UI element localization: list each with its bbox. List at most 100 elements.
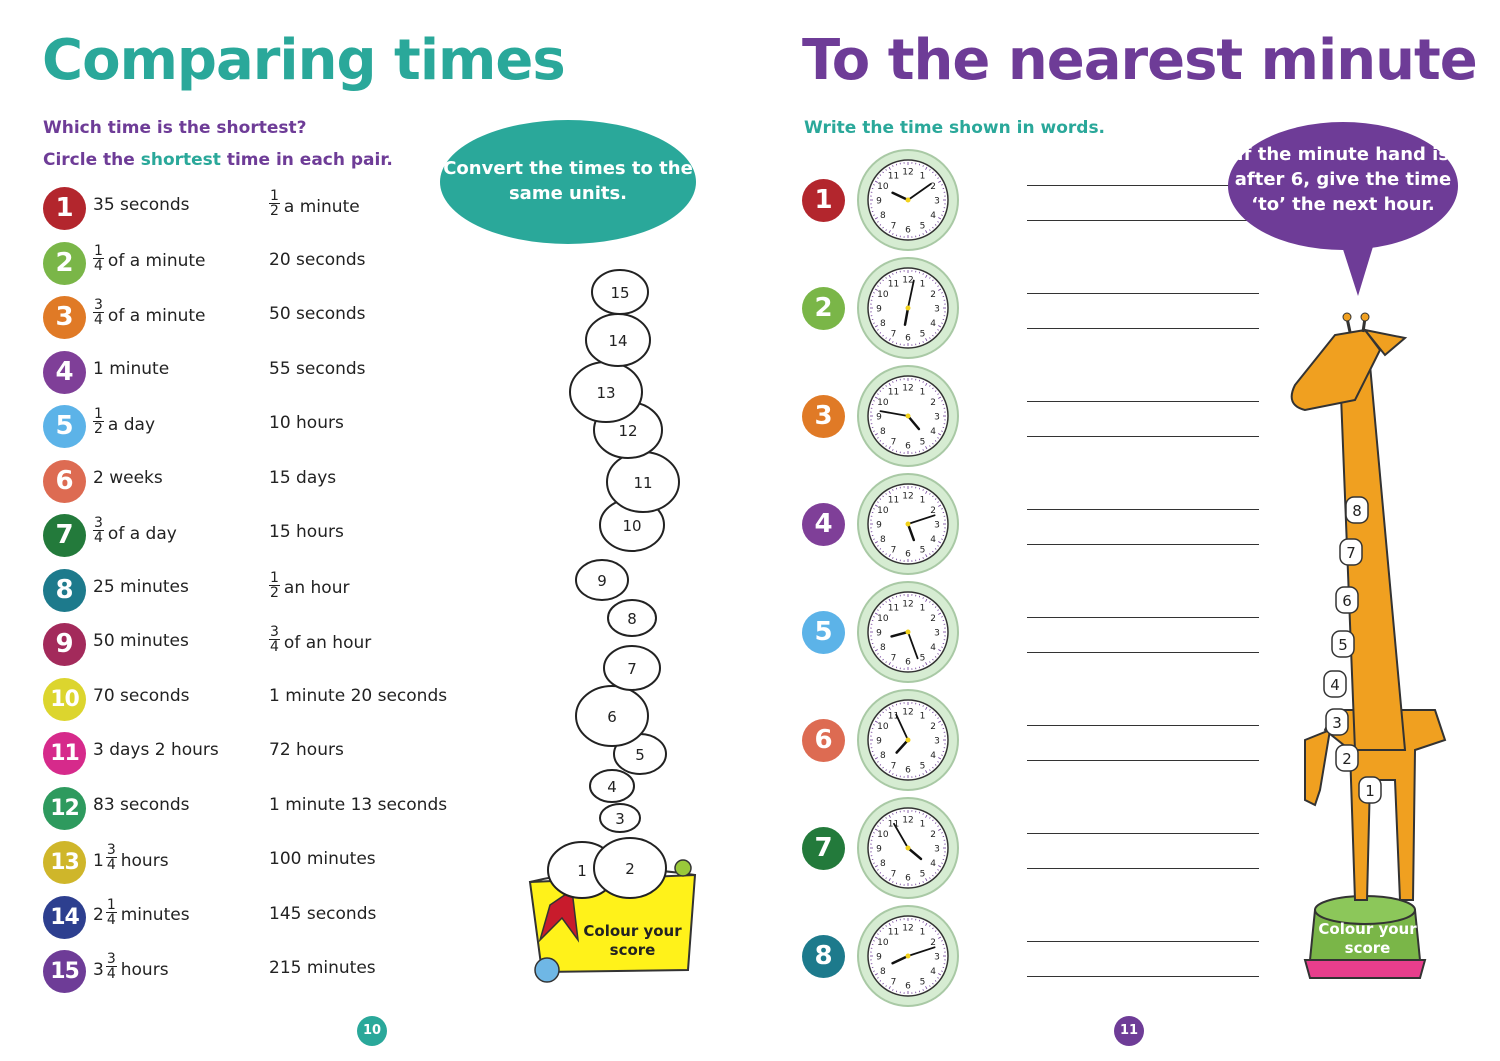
- question-number: 8: [802, 935, 845, 978]
- time-option-b[interactable]: 10 hours: [269, 413, 344, 433]
- time-option-a[interactable]: 3 days 2 hours: [93, 740, 219, 760]
- time-option-a[interactable]: 3 4 of a minute: [93, 298, 206, 327]
- time-option-b[interactable]: 1 2 an hour: [269, 571, 349, 600]
- clock-numeral: 11: [888, 603, 899, 613]
- time-option-b[interactable]: 145 seconds: [269, 904, 376, 924]
- time-text: 1 minute: [93, 358, 170, 379]
- giraffe-score-spot[interactable]: [1335, 586, 1359, 614]
- time-option-a[interactable]: 3 4 of a day: [93, 516, 177, 545]
- fruit-score-shape[interactable]: [593, 837, 667, 899]
- time-option-a[interactable]: 35 seconds: [93, 195, 190, 215]
- answer-line[interactable]: [1027, 833, 1259, 834]
- fruit-score-shape[interactable]: [607, 599, 657, 637]
- answer-line[interactable]: [1027, 220, 1259, 221]
- giraffe-score-spot[interactable]: [1358, 776, 1382, 804]
- time-option-b[interactable]: 1 minute 20 seconds: [269, 686, 447, 706]
- fruit-score-shape[interactable]: [603, 645, 661, 691]
- clock-numeral: 1: [920, 279, 926, 289]
- clock-numeral: 3: [934, 521, 940, 531]
- answer-line[interactable]: [1027, 941, 1259, 942]
- time-option-a[interactable]: 2 weeks: [93, 468, 163, 488]
- clock-numeral: 6: [905, 226, 911, 236]
- time-option-a[interactable]: 2 1 4 minutes: [93, 898, 190, 927]
- clock-numeral: 5: [920, 546, 926, 556]
- time-option-a[interactable]: 3 3 4 hours: [93, 952, 169, 981]
- time-option-a[interactable]: 83 seconds: [93, 795, 190, 815]
- giraffe-score-spot[interactable]: [1323, 670, 1347, 698]
- pair-row: 7 3 4 of a day 15 hours: [43, 514, 463, 558]
- answer-line[interactable]: [1027, 401, 1259, 402]
- time-text: of a minute: [107, 305, 206, 326]
- clock-row: 2 12 1 2 3 4 5 6 7 8 9 10 11: [802, 256, 1259, 360]
- answer-line[interactable]: [1027, 185, 1259, 186]
- answer-line[interactable]: [1027, 868, 1259, 869]
- time-option-a[interactable]: 1 3 4 hours: [93, 843, 169, 873]
- fruit-score-number: 15: [610, 284, 629, 302]
- giraffe-score-number: 5: [1338, 636, 1348, 654]
- clock-row: 7121234567891011: [802, 796, 1259, 900]
- clock-numeral: 1: [920, 603, 926, 613]
- time-option-a[interactable]: 50 minutes: [93, 631, 189, 651]
- score-label: Colour your score: [583, 922, 682, 959]
- clock-numeral: 10: [877, 398, 889, 408]
- giraffe-score-spot[interactable]: [1345, 496, 1369, 524]
- answer-line[interactable]: [1027, 436, 1259, 437]
- fruit-score-shape[interactable]: [591, 269, 649, 315]
- time-option-a[interactable]: 1 4 of a minute: [93, 244, 206, 273]
- clock-numeral: 3: [934, 737, 940, 747]
- giraffe-score-spot[interactable]: [1335, 744, 1359, 772]
- answer-line[interactable]: [1027, 760, 1259, 761]
- fruit-score-shape[interactable]: [575, 685, 649, 747]
- answer-line[interactable]: [1027, 652, 1259, 653]
- clock-centre: [905, 953, 911, 959]
- giraffe-score-spot[interactable]: [1339, 538, 1363, 566]
- time-option-b[interactable]: 20 seconds: [269, 250, 366, 270]
- time-text: 15 hours: [269, 522, 344, 542]
- giraffe-score-spot[interactable]: [1325, 708, 1349, 736]
- fraction-denominator: 4: [106, 857, 116, 873]
- time-option-a[interactable]: 1 minute: [93, 359, 169, 379]
- answer-line[interactable]: [1027, 293, 1259, 294]
- answer-line[interactable]: [1027, 328, 1259, 329]
- fruit-score-shape[interactable]: [599, 803, 641, 833]
- answer-line[interactable]: [1027, 544, 1259, 545]
- time-option-b[interactable]: 100 minutes: [269, 849, 376, 869]
- time-option-b[interactable]: 1 minute 13 seconds: [269, 795, 447, 815]
- time-option-b[interactable]: 50 seconds: [269, 304, 366, 324]
- time-option-a[interactable]: 25 minutes: [93, 577, 189, 597]
- fruit-score-shape[interactable]: [575, 559, 629, 601]
- answer-line[interactable]: [1027, 509, 1259, 510]
- time-text: 145 seconds: [269, 903, 377, 924]
- time-option-b[interactable]: 15 days: [269, 468, 336, 488]
- clock-row: 4 12 1 2 3 4 5 6 7 8 9 10 11: [802, 472, 1259, 576]
- hour-hand: [891, 954, 910, 965]
- giraffe-score-spot[interactable]: [1331, 630, 1355, 658]
- time-option-b[interactable]: 72 hours: [269, 740, 344, 760]
- time-option-a[interactable]: 70 seconds: [93, 686, 190, 706]
- instruction-circle: Circle the shortest time in each pair.: [43, 150, 393, 170]
- clock-numeral: 12: [902, 168, 913, 178]
- answer-line[interactable]: [1027, 976, 1259, 977]
- time-text: 3 days 2 hours: [93, 740, 219, 760]
- clock-numeral: 4: [930, 427, 936, 437]
- time-option-b[interactable]: 55 seconds: [269, 359, 366, 379]
- clock-numeral: 2: [930, 614, 936, 624]
- page-title: To the nearest minute: [802, 28, 1478, 93]
- instruction: Write the time shown in words.: [804, 118, 1106, 138]
- answer-line[interactable]: [1027, 617, 1259, 618]
- fraction-numerator: 1: [93, 406, 104, 422]
- time-option-b[interactable]: 215 minutes: [269, 958, 376, 978]
- time-option-b[interactable]: 15 hours: [269, 522, 344, 542]
- fruit-score-number: 6: [607, 708, 617, 726]
- answer-line[interactable]: [1027, 725, 1259, 726]
- time-option-b[interactable]: 3 4 of an hour: [269, 625, 371, 654]
- fruit-score-shape[interactable]: [589, 769, 635, 803]
